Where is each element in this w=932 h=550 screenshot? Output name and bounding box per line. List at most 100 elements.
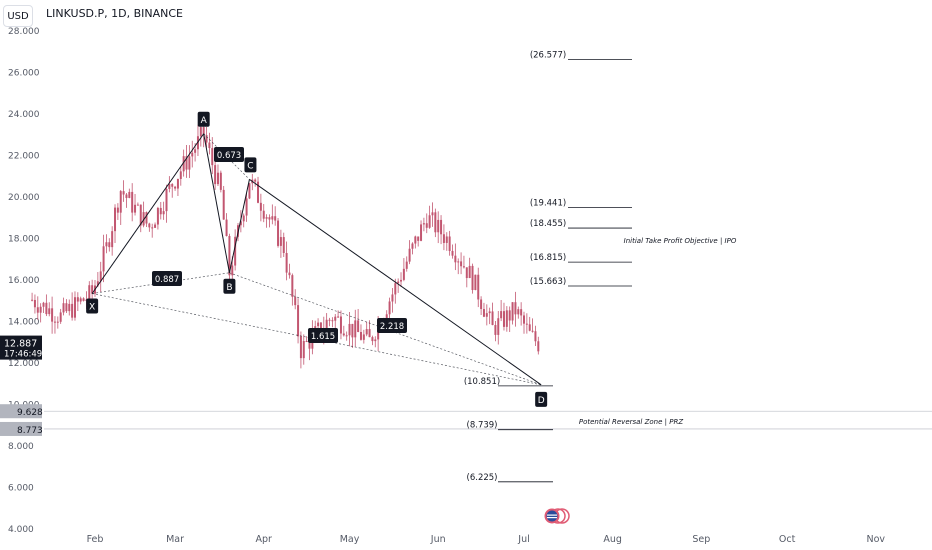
candle-body	[179, 171, 182, 179]
candle-body	[465, 267, 468, 279]
candle-body	[528, 324, 531, 331]
candle-body	[371, 337, 374, 342]
candle-body	[534, 331, 537, 342]
candle-body	[511, 302, 514, 321]
level-price-label: 8.773	[17, 426, 43, 436]
candle-body	[402, 268, 405, 280]
candle-body	[274, 216, 277, 221]
candle-body	[442, 234, 445, 243]
candle-body	[362, 334, 365, 340]
x-tick-label: Nov	[867, 534, 886, 545]
candle-body	[159, 207, 162, 215]
candle-body	[514, 302, 517, 315]
candle-body	[45, 302, 48, 315]
level-value-label: (18.455)	[530, 219, 566, 229]
candle-body	[76, 297, 79, 302]
candle-body	[156, 207, 159, 225]
fib-levels[interactable]: (26.577) (19.441) (18.455) (16.815) (15.663)…	[44, 51, 932, 483]
candle-body	[202, 127, 205, 136]
y-tick-label: 26.000	[8, 69, 40, 79]
pattern-leg-bc	[228, 179, 250, 273]
y-axis: 28.000 26.000 24.000 22.000 20.000 18.000 16.0…	[8, 27, 40, 535]
candle-body	[339, 316, 342, 334]
candle-body	[176, 178, 179, 189]
candle-body	[491, 311, 494, 326]
candle-body	[288, 272, 291, 276]
x-tick-label: Jun	[430, 534, 446, 545]
candle-body	[460, 261, 463, 267]
candle-body	[62, 303, 65, 313]
candle-body	[471, 265, 474, 290]
candle-body	[234, 236, 237, 266]
candle-body	[53, 321, 56, 323]
point-label-a: A	[197, 111, 210, 127]
y-tick-label: 14.000	[8, 318, 40, 328]
ratio-label-bg	[377, 318, 407, 333]
candle-body	[222, 189, 225, 220]
candle-body	[448, 236, 451, 251]
candle-body	[248, 183, 251, 199]
symbol-title: LINKUSD.P, 1D, BINANCE	[46, 7, 184, 20]
candle-body	[142, 212, 145, 226]
point-label-bg	[197, 111, 210, 127]
candle-body	[348, 323, 351, 336]
candle-body	[445, 236, 448, 243]
level-value-label: (16.815)	[530, 253, 566, 263]
candle-body	[462, 266, 465, 268]
candle-body	[337, 316, 340, 318]
y-tick-label: 28.000	[8, 27, 40, 37]
ratio-label-text: 0.673	[217, 151, 241, 161]
ratio-label-text: 2.218	[380, 322, 404, 332]
candle-body	[151, 227, 154, 229]
harmonic-pattern[interactable]: X A B C D 0.673 0.887 1.615 2.218	[86, 111, 548, 407]
candles	[31, 119, 540, 369]
x-tick-label: Sep	[692, 534, 710, 545]
ratio-label-bg	[214, 147, 244, 162]
candle-body	[488, 311, 491, 314]
level-value-label: (6.225)	[467, 473, 498, 483]
candle-body	[394, 283, 397, 295]
candle-body	[36, 307, 39, 313]
level-price-label-bg	[0, 421, 42, 436]
level-price-label: 9.628	[17, 408, 43, 418]
y-tick-label: 12.000	[8, 359, 40, 369]
candle-body	[299, 336, 302, 359]
candle-body	[225, 219, 228, 237]
currency-selector[interactable]: USD	[3, 5, 33, 27]
candle-body	[291, 275, 294, 297]
ratio-label-text: 0.887	[155, 275, 179, 285]
candle-body	[437, 219, 440, 233]
candle-body	[136, 204, 139, 206]
candle-body	[191, 152, 194, 157]
ratio-label: 1.615	[308, 328, 338, 343]
candle-body	[294, 296, 297, 306]
candle-body	[317, 322, 320, 327]
y-tick-label: 18.000	[8, 235, 40, 245]
candle-body	[351, 323, 354, 338]
candle-body	[520, 309, 523, 316]
candle-body	[102, 246, 105, 272]
candle-body	[245, 198, 248, 216]
candle-body	[428, 215, 431, 228]
candle-body	[368, 329, 371, 338]
candle-body	[268, 217, 271, 220]
x-tick-label: Feb	[87, 534, 104, 545]
candle-body	[145, 212, 148, 224]
candle-body	[42, 302, 45, 307]
ratio-label-bg	[152, 271, 182, 286]
candle-body	[231, 265, 234, 276]
candle-body	[279, 237, 282, 246]
x-tick-label: Mar	[166, 534, 184, 545]
x-tick-label: May	[340, 534, 360, 545]
point-label-b: B	[223, 278, 236, 294]
candle-body	[305, 340, 308, 342]
candle-body	[259, 202, 262, 211]
level-price-label-bg	[0, 404, 42, 419]
candle-body	[114, 207, 117, 232]
candle-body	[431, 212, 434, 216]
candle-body	[148, 223, 151, 228]
candle-body	[65, 303, 68, 312]
candle-body	[282, 237, 285, 253]
